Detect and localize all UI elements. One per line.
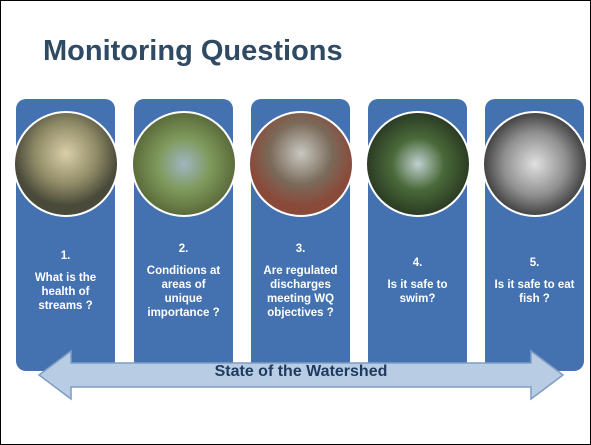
photo	[249, 112, 353, 216]
photo	[483, 112, 587, 216]
slide: Monitoring Questions 1.What is the healt…	[0, 0, 591, 445]
photo	[366, 112, 470, 216]
photo	[132, 112, 236, 216]
arrow-label: State of the Watershed	[39, 363, 563, 381]
photo	[14, 112, 118, 216]
